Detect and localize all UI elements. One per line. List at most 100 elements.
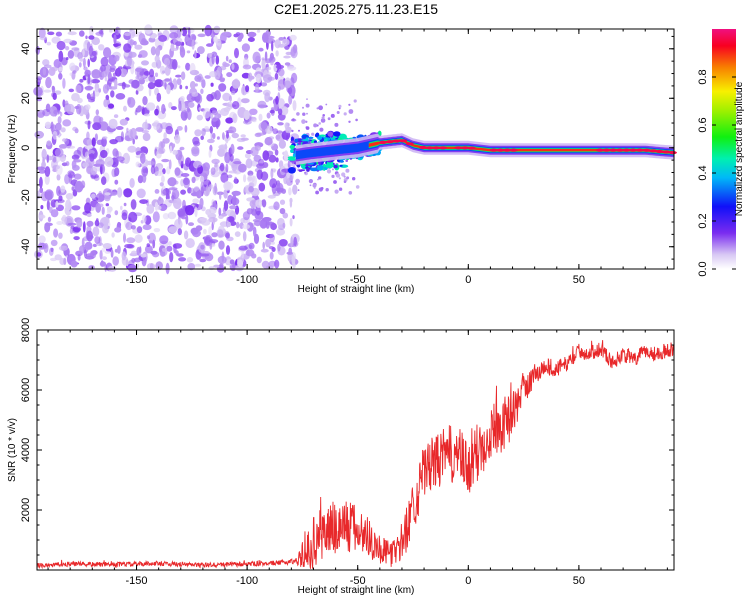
noise-speck (318, 105, 323, 111)
noise-blob (256, 29, 261, 33)
noise-blob (38, 169, 46, 174)
noise-speck (322, 114, 326, 117)
noise-blob (268, 56, 276, 63)
noise-blob (115, 93, 126, 100)
noise-blob (261, 199, 267, 208)
noise-speck (334, 122, 339, 127)
noise-blob (51, 85, 55, 91)
noise-blob (225, 117, 234, 124)
noise-blob (230, 90, 236, 95)
noise-blob (141, 130, 149, 134)
noise-blob (76, 103, 82, 115)
spectrogram-x-label: Height of straight line (km) (298, 284, 415, 295)
colorbar-tick-label: 0.6 (697, 117, 709, 132)
noise-blob (231, 63, 235, 70)
noise-blob (191, 229, 201, 238)
noise-blob (200, 181, 205, 193)
noise-blob (218, 207, 222, 216)
noise-blob (166, 84, 171, 95)
noise-blob (292, 215, 295, 220)
snr-y-ticks: 2000 4000 6000 8000 (20, 318, 674, 556)
noise-blob (184, 125, 188, 133)
noise-blob (154, 72, 159, 78)
noise-blob (257, 100, 267, 109)
noise-blob (275, 228, 286, 236)
noise-blob (228, 59, 232, 63)
noise-blob (36, 252, 42, 257)
noise-blob (128, 211, 138, 223)
noise-blob (84, 69, 91, 77)
noise-speck (319, 127, 324, 132)
noise-blob (45, 76, 52, 89)
noise-blob (278, 139, 286, 149)
noise-blob (72, 164, 80, 171)
noise-blob (209, 126, 213, 134)
noise-blob (36, 96, 43, 102)
noise-blob (141, 163, 146, 167)
noise-speck (331, 174, 335, 178)
noise-blob (132, 138, 135, 145)
noise-blob (219, 192, 222, 200)
noise-blob (144, 159, 149, 167)
noise-blob (100, 56, 109, 67)
noise-blob (65, 46, 70, 51)
noise-blob (283, 150, 289, 162)
noise-blob (162, 188, 172, 196)
noise-blob (199, 197, 204, 208)
noise-speck (305, 126, 310, 130)
noise-speck (321, 116, 325, 120)
noise-blob (225, 209, 236, 217)
noise-blob (58, 195, 63, 202)
noise-blob (248, 72, 253, 82)
noise-blob (185, 157, 192, 168)
noise-blob (277, 243, 281, 252)
signal-blob (325, 163, 334, 169)
noise-blob (134, 234, 143, 243)
noise-blob (73, 159, 82, 163)
noise-blob (218, 42, 221, 48)
noise-blob (99, 249, 103, 260)
noise-blob (160, 65, 166, 75)
noise-blob (105, 94, 110, 101)
noise-blob (189, 69, 200, 76)
signal-peak (642, 148, 651, 152)
signal-peak (419, 145, 427, 150)
signal-blob (287, 158, 297, 161)
noise-blob (279, 170, 285, 178)
noise-blob (124, 243, 134, 249)
noise-blob (171, 189, 180, 200)
x-tick-label: -50 (350, 575, 366, 587)
noise-blob (79, 58, 84, 62)
noise-blob (176, 125, 183, 131)
noise-blob (180, 100, 186, 111)
colorbar-tick-label: 0.4 (697, 165, 709, 180)
noise-blob (212, 132, 216, 140)
noise-blob (136, 226, 143, 234)
noise-blob (172, 197, 182, 209)
noise-blob (72, 126, 78, 132)
noise-blob (186, 50, 191, 54)
noise-blob (258, 113, 263, 122)
noise-blob (60, 127, 66, 133)
noise-blob (120, 205, 123, 211)
noise-blob (274, 259, 280, 269)
signal-blob (301, 139, 310, 142)
noise-blob (58, 232, 63, 239)
noise-blob (174, 134, 181, 144)
noise-blob (179, 146, 185, 151)
noise-blob (275, 182, 284, 194)
noise-blob (229, 154, 234, 162)
noise-blob (94, 219, 100, 227)
noise-blob (82, 57, 86, 68)
noise-blob (58, 245, 68, 251)
noise-blob (109, 67, 116, 73)
noise-blob (83, 66, 88, 71)
noise-blob (160, 141, 166, 149)
noise-blob (275, 95, 279, 105)
noise-speck (297, 189, 300, 192)
noise-blob (117, 245, 121, 254)
noise-blob (98, 44, 105, 51)
signal-peak (496, 148, 505, 152)
noise-blob (134, 44, 143, 50)
noise-blob (184, 205, 195, 216)
